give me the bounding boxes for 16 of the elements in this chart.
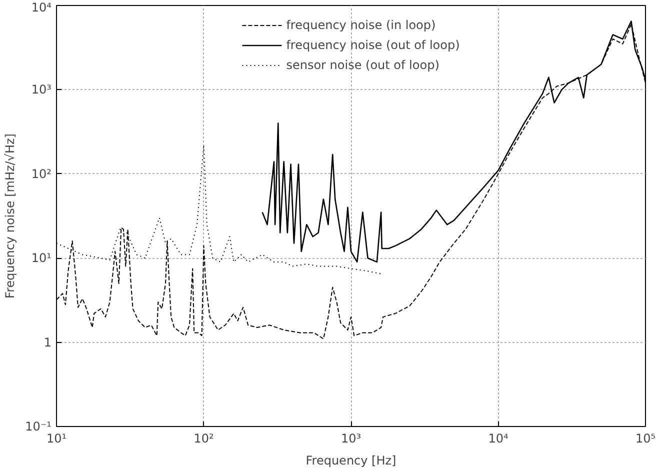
y-tick-label: 10⁻¹: [25, 420, 52, 434]
legend-label: sensor noise (out of loop): [286, 58, 440, 72]
y-tick-label: 10³: [31, 82, 52, 97]
y-tick-label: 1: [44, 335, 52, 350]
x-tick-label: 10¹: [46, 432, 67, 446]
legend-label: frequency noise (in loop): [286, 18, 436, 32]
y-axis-title: Frequency noise [mHz/√Hz]: [3, 134, 18, 298]
x-axis-title: Frequency [Hz]: [306, 454, 396, 468]
x-tick-label: 10⁵: [635, 432, 656, 446]
y-tick-label: 10⁴: [31, 0, 52, 14]
y-tick-label: 10²: [31, 166, 52, 181]
x-tick-label: 10⁴: [488, 432, 508, 446]
x-tick-label: 10³: [340, 432, 362, 446]
y-tick-label: 10¹: [31, 251, 52, 266]
x-tick-label: 10²: [194, 432, 214, 446]
legend-label: frequency noise (out of loop): [286, 38, 460, 52]
